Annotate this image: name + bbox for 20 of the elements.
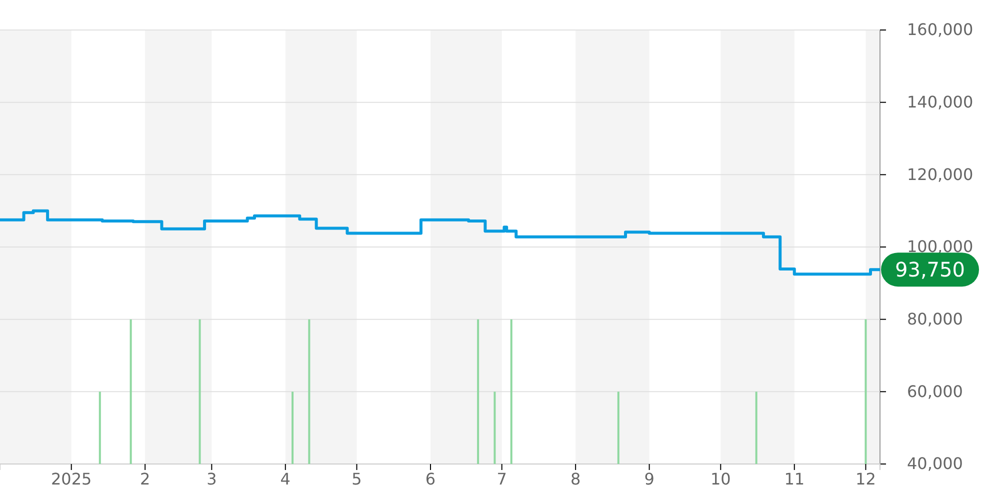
y-tick-label: 60,000 <box>907 382 963 401</box>
x-tick-label: 2 <box>140 469 150 488</box>
x-tick-label: 3 <box>206 469 217 488</box>
x-tick-label: 2025 <box>50 469 92 488</box>
x-tick-label: 8 <box>570 469 581 488</box>
y-tick-label: 40,000 <box>907 454 963 474</box>
annotation: 93,750 <box>895 258 965 282</box>
x-tick-label: 4 <box>280 469 290 488</box>
y-tick-label: 160,000 <box>907 20 974 40</box>
x-tick-label: 11 <box>784 469 805 488</box>
x-tick-label: 12 <box>856 469 876 488</box>
x-tick-label: 10 <box>710 469 731 488</box>
x-tick-label: 9 <box>644 469 654 488</box>
x-tick-label: 5 <box>352 469 362 488</box>
x-tick-label: 7 <box>496 469 507 488</box>
x-tick-label: 6 <box>425 469 436 488</box>
y-tick-label: 140,000 <box>907 92 974 112</box>
y-tick-label: 80,000 <box>907 309 963 328</box>
y-tick-label: 100,000 <box>907 237 974 256</box>
y-tick-label: 120,000 <box>907 164 974 184</box>
